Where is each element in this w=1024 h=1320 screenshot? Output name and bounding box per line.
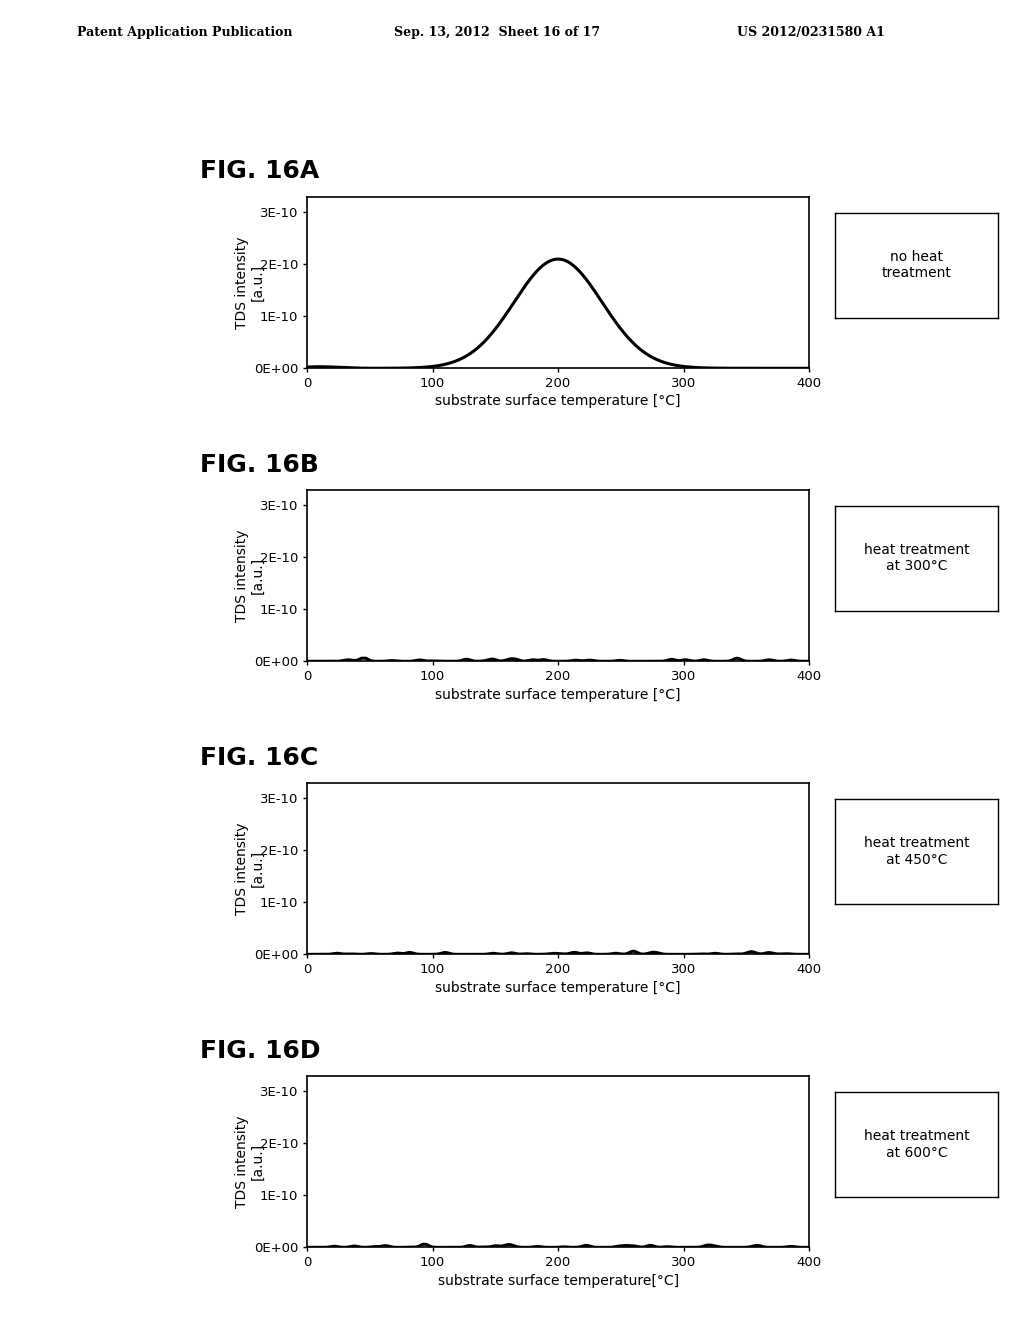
X-axis label: substrate surface temperature [°C]: substrate surface temperature [°C] <box>435 688 681 701</box>
Text: Sep. 13, 2012  Sheet 16 of 17: Sep. 13, 2012 Sheet 16 of 17 <box>394 26 600 40</box>
Y-axis label: TDS intensity
[a.u.]: TDS intensity [a.u.] <box>234 822 265 915</box>
Text: US 2012/0231580 A1: US 2012/0231580 A1 <box>737 26 885 40</box>
Text: heat treatment
at 450°C: heat treatment at 450°C <box>863 837 970 866</box>
Text: FIG. 16B: FIG. 16B <box>200 453 318 477</box>
X-axis label: substrate surface temperature [°C]: substrate surface temperature [°C] <box>435 981 681 994</box>
Text: FIG. 16A: FIG. 16A <box>200 160 318 183</box>
X-axis label: substrate surface temperature[°C]: substrate surface temperature[°C] <box>437 1274 679 1287</box>
Text: Patent Application Publication: Patent Application Publication <box>77 26 292 40</box>
Text: heat treatment
at 600°C: heat treatment at 600°C <box>863 1130 970 1159</box>
Text: FIG. 16D: FIG. 16D <box>200 1039 321 1063</box>
X-axis label: substrate surface temperature [°C]: substrate surface temperature [°C] <box>435 395 681 408</box>
Text: heat treatment
at 300°C: heat treatment at 300°C <box>863 544 970 573</box>
Y-axis label: TDS intensity
[a.u.]: TDS intensity [a.u.] <box>234 1115 265 1208</box>
Text: no heat
treatment: no heat treatment <box>882 251 951 280</box>
Y-axis label: TDS intensity
[a.u.]: TDS intensity [a.u.] <box>234 236 265 329</box>
Text: FIG. 16C: FIG. 16C <box>200 746 317 770</box>
Y-axis label: TDS intensity
[a.u.]: TDS intensity [a.u.] <box>234 529 265 622</box>
